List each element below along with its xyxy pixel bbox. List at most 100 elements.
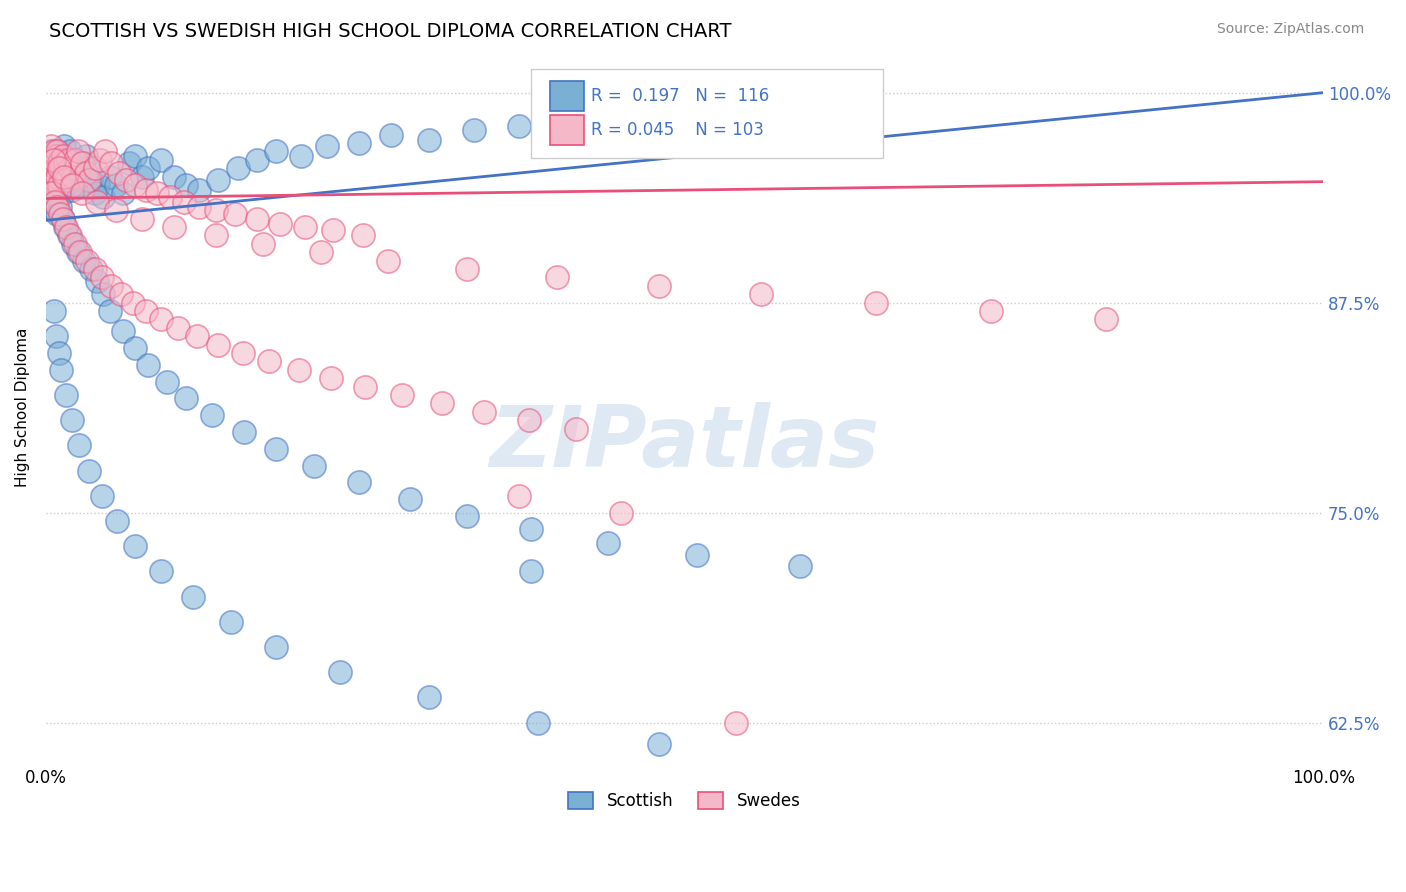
- Point: [176, 392, 198, 406]
- Text: Source: ZipAtlas.com: Source: ZipAtlas.com: [1216, 22, 1364, 37]
- Point: [107, 166, 129, 180]
- Point: [166, 321, 188, 335]
- Text: SCOTTISH VS SWEDISH HIGH SCHOOL DIPLOMA CORRELATION CHART: SCOTTISH VS SWEDISH HIGH SCHOOL DIPLOMA …: [49, 22, 731, 41]
- Point: [75, 166, 97, 180]
- Point: [52, 161, 75, 176]
- Point: [322, 223, 344, 237]
- Point: [616, 111, 638, 125]
- Point: [316, 139, 339, 153]
- Point: [41, 186, 63, 201]
- Point: [124, 149, 146, 163]
- Point: [224, 206, 246, 220]
- Point: [205, 228, 228, 243]
- Point: [87, 178, 110, 192]
- Point: [76, 253, 98, 268]
- Point: [41, 183, 63, 197]
- Point: [58, 228, 80, 243]
- Point: [83, 161, 105, 176]
- Point: [107, 514, 129, 528]
- Point: [980, 304, 1002, 318]
- Point: [93, 190, 115, 204]
- Point: [246, 211, 269, 226]
- Point: [52, 166, 75, 180]
- Point: [70, 156, 93, 170]
- Point: [52, 211, 75, 226]
- Point: [49, 206, 72, 220]
- Point: [53, 153, 76, 167]
- Point: [430, 396, 453, 410]
- Point: [294, 220, 316, 235]
- Point: [52, 186, 75, 201]
- Point: [59, 161, 82, 176]
- Point: [737, 103, 759, 117]
- Point: [673, 105, 696, 120]
- Point: [124, 539, 146, 553]
- Point: [463, 122, 485, 136]
- Point: [118, 156, 141, 170]
- Point: [69, 178, 91, 192]
- Point: [789, 559, 811, 574]
- Point: [264, 442, 287, 456]
- Point: [508, 120, 530, 134]
- Point: [399, 492, 422, 507]
- Point: [558, 116, 581, 130]
- Point: [520, 565, 543, 579]
- Point: [188, 183, 211, 197]
- Point: [45, 164, 67, 178]
- Point: [65, 153, 87, 167]
- Point: [53, 156, 76, 170]
- Point: [98, 169, 121, 184]
- Point: [51, 161, 73, 176]
- Point: [456, 262, 478, 277]
- Point: [39, 161, 62, 176]
- Point: [259, 354, 281, 368]
- Point: [65, 236, 87, 251]
- Point: [60, 183, 83, 197]
- Legend: Scottish, Swedes: Scottish, Swedes: [562, 785, 807, 817]
- Point: [79, 464, 101, 478]
- Point: [49, 200, 72, 214]
- Point: [79, 262, 101, 277]
- Point: [508, 489, 530, 503]
- Point: [49, 153, 72, 167]
- Point: [302, 458, 325, 473]
- Point: [44, 156, 66, 170]
- Point: [232, 346, 254, 360]
- Point: [156, 375, 179, 389]
- Point: [46, 173, 69, 187]
- Point: [41, 153, 63, 167]
- Point: [62, 161, 84, 176]
- Point: [201, 408, 224, 422]
- Point: [91, 489, 114, 503]
- Point: [45, 153, 67, 167]
- Point: [45, 149, 67, 163]
- Point: [347, 136, 370, 150]
- Point: [46, 206, 69, 220]
- Point: [517, 413, 540, 427]
- Point: [124, 178, 146, 192]
- Point: [42, 166, 65, 180]
- Point: [91, 270, 114, 285]
- Point: [163, 220, 186, 235]
- Point: [67, 438, 90, 452]
- Point: [149, 312, 172, 326]
- Point: [58, 169, 80, 184]
- Point: [63, 173, 86, 187]
- Point: [264, 145, 287, 159]
- Point: [48, 156, 70, 170]
- Point: [205, 203, 228, 218]
- Point: [546, 270, 568, 285]
- Point: [55, 173, 77, 187]
- Point: [105, 178, 128, 192]
- Point: [86, 274, 108, 288]
- Point: [38, 156, 60, 170]
- Point: [724, 715, 747, 730]
- Point: [55, 178, 77, 192]
- Point: [93, 145, 115, 159]
- Point: [377, 253, 399, 268]
- Point: [124, 341, 146, 355]
- Point: [347, 475, 370, 490]
- Point: [131, 211, 153, 226]
- Point: [42, 153, 65, 167]
- Point: [46, 145, 69, 159]
